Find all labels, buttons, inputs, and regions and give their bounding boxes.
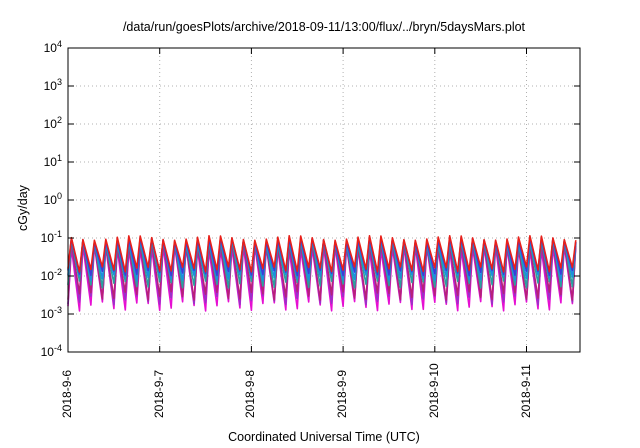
series-line bbox=[67, 235, 577, 273]
y-tick-base: 10 bbox=[40, 269, 54, 283]
x-tick-label: 2018-9-6 bbox=[60, 369, 74, 418]
y-tick-exponent: -3 bbox=[53, 305, 62, 315]
grid-lines bbox=[68, 48, 580, 352]
y-tick-label: 10-1 bbox=[6, 229, 62, 245]
y-tick-label: 10-3 bbox=[6, 305, 62, 321]
y-tick-label: 103 bbox=[6, 77, 62, 93]
y-tick-exponent: -4 bbox=[53, 343, 62, 353]
y-tick-exponent: 0 bbox=[56, 191, 62, 201]
x-tick-label: 2018-9-7 bbox=[151, 369, 166, 418]
y-tick-base: 10 bbox=[43, 117, 57, 131]
x-tick-label: 2018-9-9 bbox=[335, 369, 350, 418]
y-tick-exponent: -2 bbox=[53, 267, 62, 277]
y-tick-base: 10 bbox=[40, 345, 54, 359]
y-tick-base: 10 bbox=[43, 155, 57, 169]
y-tick-exponent: -1 bbox=[53, 229, 62, 239]
y-tick-label: 102 bbox=[6, 115, 62, 131]
y-tick-base: 10 bbox=[43, 41, 57, 55]
y-tick-label: 101 bbox=[6, 153, 62, 169]
y-tick-exponent: 2 bbox=[56, 115, 62, 125]
x-tick-label: 2018-9-8 bbox=[243, 369, 258, 418]
y-tick-label: 10-2 bbox=[6, 267, 62, 283]
y-tick-exponent: 3 bbox=[56, 77, 62, 87]
series-lines bbox=[67, 235, 577, 312]
x-tick-label: 2018-9-11 bbox=[518, 364, 533, 418]
x-axis-label: Coordinated Universal Time (UTC) bbox=[228, 430, 420, 444]
y-tick-base: 10 bbox=[43, 193, 57, 207]
x-tick-label: 2018-9-10 bbox=[426, 363, 441, 418]
chart-title: /data/run/goesPlots/archive/2018-09-11/1… bbox=[122, 20, 526, 34]
y-tick-base: 10 bbox=[40, 307, 54, 321]
y-tick-label: 10-4 bbox=[6, 343, 62, 359]
y-tick-label: 100 bbox=[6, 191, 62, 207]
y-tick-base: 10 bbox=[40, 231, 54, 245]
y-tick-label: 104 bbox=[6, 39, 62, 55]
tick-marks bbox=[67, 47, 580, 353]
y-tick-exponent: 1 bbox=[56, 153, 62, 163]
y-tick-base: 10 bbox=[43, 79, 57, 93]
y-tick-exponent: 4 bbox=[56, 39, 62, 49]
